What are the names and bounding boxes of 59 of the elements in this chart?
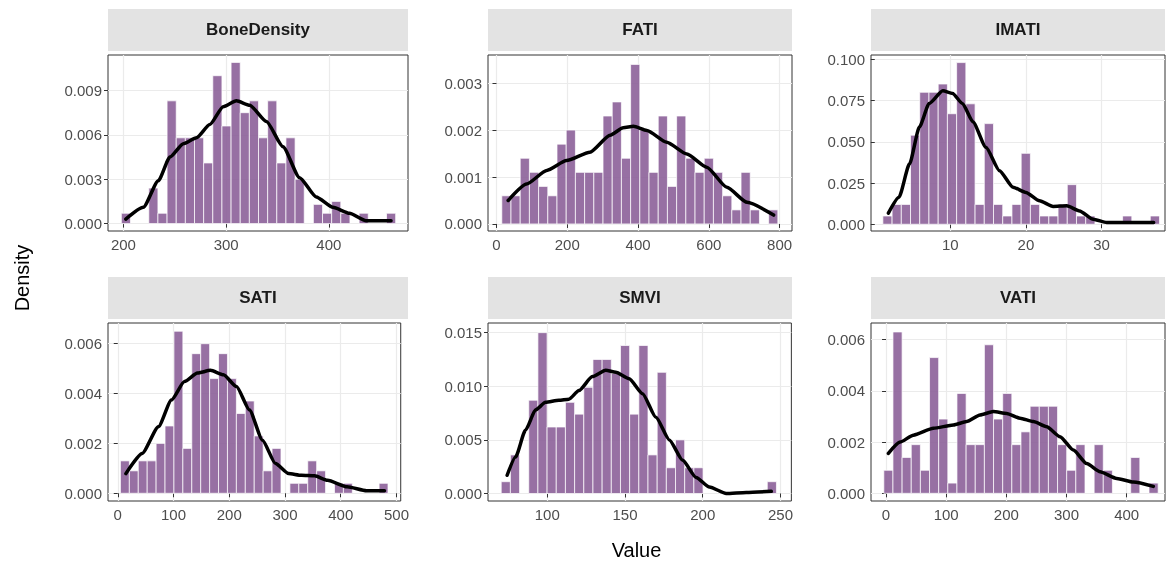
x-tick-label: 20 [1017,236,1035,253]
x-tick-label: 150 [612,506,638,523]
x-tick-label: 300 [1054,506,1080,523]
x-tick-label: 200 [690,506,716,523]
x-tick-label: 400 [1114,506,1140,523]
x-tick-label: 250 [767,506,793,523]
y-tick-label: 0.000 [827,215,865,233]
x-tick-label: 400 [316,236,342,253]
y-tick-label: 0.002 [827,433,865,451]
y-axis-title: Density [10,244,34,312]
y-tick-label: 0.002 [444,121,482,139]
y-tick-label: 0.000 [64,484,102,502]
y-tick-label: 0.000 [444,215,482,233]
y-tick-label: 0.000 [444,484,482,502]
chart-title: BoneDensity [108,9,408,51]
x-tick-label: 200 [993,506,1019,523]
x-tick-label: 300 [213,236,239,253]
y-tick-label: 0.003 [64,170,102,188]
x-tick-label: 400 [328,506,354,523]
x-tick-label: 800 [767,236,793,253]
x-tick-label: 200 [216,506,242,523]
x-tick-label: 100 [160,506,187,523]
chart-title: VATI [871,277,1165,319]
x-tick-label: 0 [492,236,501,253]
x-tick-label: 100 [933,506,959,523]
y-tick-label: 0.100 [827,50,865,68]
x-tick-label: 300 [272,506,298,523]
x-tick-label: 600 [696,236,722,253]
x-tick-label: 200 [554,236,580,253]
y-tick-label: 0.006 [827,331,865,349]
x-tick-label: 10 [942,236,959,253]
y-tick-label: 0.000 [64,215,102,233]
x-axis-title: Value [610,539,663,562]
y-tick-label: 0.004 [827,382,865,400]
y-tick-label: 0.075 [827,92,865,110]
y-tick-label: 0.001 [444,168,482,186]
y-tick-label: 0.006 [64,335,102,353]
y-tick-label: 0.015 [444,324,482,342]
x-tick-label: 200 [110,236,136,253]
y-tick-label: 0.000 [827,484,865,502]
y-tick-label: 0.006 [64,126,102,144]
y-tick-label: 0.009 [64,82,102,99]
y-tick-label: 0.010 [444,377,482,395]
y-tick-label: 0.003 [444,74,482,92]
y-tick-label: 0.004 [64,385,102,403]
x-tick-label: 0 [881,506,891,523]
x-tick-label: 400 [625,236,651,253]
x-tick-label: 30 [1093,236,1110,253]
y-tick-label: 0.002 [64,434,102,452]
chart-title: SMVI [488,277,792,319]
y-tick-label: 0.050 [827,133,865,151]
y-tick-label: 0.025 [827,174,865,192]
x-tick-label: 500 [383,506,409,523]
chart-title: SATI [108,277,408,319]
x-tick-label: 0 [113,506,122,523]
y-tick-label: 0.005 [444,431,482,449]
chart-title: IMATI [871,9,1165,51]
x-tick-label: 100 [534,506,560,523]
chart-title: FATI [488,9,792,51]
